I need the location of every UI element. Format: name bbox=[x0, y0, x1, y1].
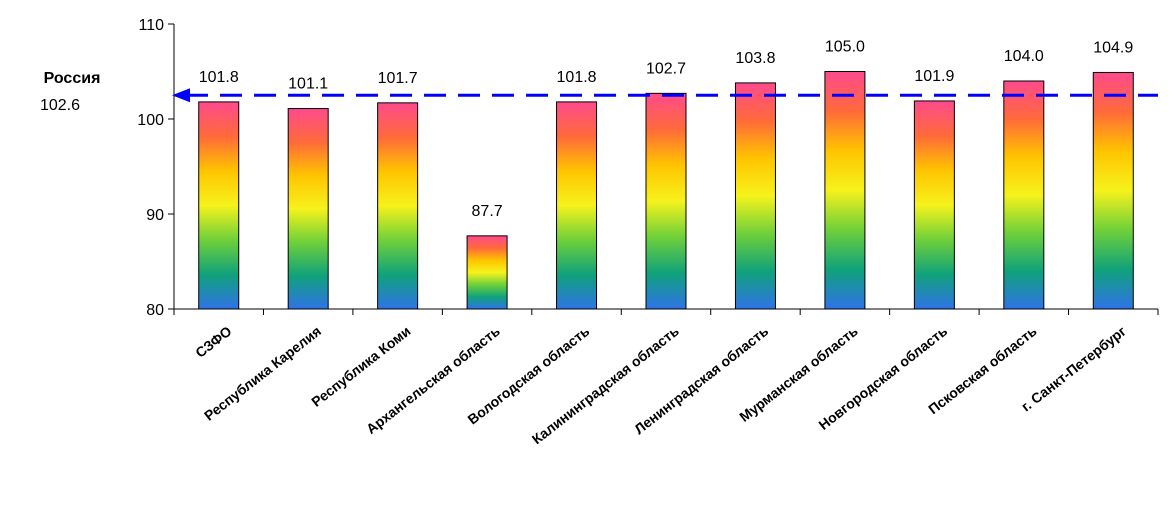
data-label: 104.9 bbox=[1093, 39, 1133, 56]
data-label: 105.0 bbox=[825, 39, 865, 56]
bar bbox=[913, 100, 955, 310]
axes: 80 90 100 110 bbox=[137, 17, 1159, 319]
reference-value: 102.6 bbox=[40, 97, 80, 114]
bar bbox=[734, 82, 776, 310]
bar bbox=[198, 101, 240, 310]
y-tick-label: 80 bbox=[146, 302, 164, 319]
data-label: 101.1 bbox=[288, 76, 328, 93]
bar bbox=[1092, 71, 1134, 310]
data-labels: 101.8 101.1 101.7 87.7 101.8 102.7 103.8 105.0 1… bbox=[199, 39, 1134, 220]
category-label: Калининградская область bbox=[529, 323, 682, 448]
bar bbox=[377, 102, 419, 310]
data-label: 103.8 bbox=[735, 50, 775, 67]
data-label: 101.8 bbox=[199, 69, 239, 86]
reference-line-group bbox=[172, 88, 1158, 103]
data-label: 101.7 bbox=[378, 70, 418, 87]
reference-title: Россия bbox=[44, 70, 101, 87]
y-tick-label: 90 bbox=[146, 207, 164, 224]
data-label: 102.7 bbox=[646, 60, 686, 77]
y-tick-label: 110 bbox=[138, 17, 164, 34]
y-tick-label: 100 bbox=[137, 112, 164, 129]
bar bbox=[1003, 80, 1045, 310]
category-label: СЗФО bbox=[192, 323, 234, 361]
bars bbox=[198, 71, 1134, 310]
bar bbox=[556, 101, 598, 310]
bar bbox=[645, 92, 687, 310]
data-label: 101.9 bbox=[914, 68, 954, 85]
bar bbox=[287, 108, 329, 310]
bar bbox=[466, 235, 508, 310]
data-label: 104.0 bbox=[1004, 48, 1044, 65]
data-label: 101.8 bbox=[557, 69, 597, 86]
bar bbox=[824, 71, 866, 310]
reference-arrow bbox=[172, 88, 190, 103]
data-label: 87.7 bbox=[472, 203, 503, 220]
